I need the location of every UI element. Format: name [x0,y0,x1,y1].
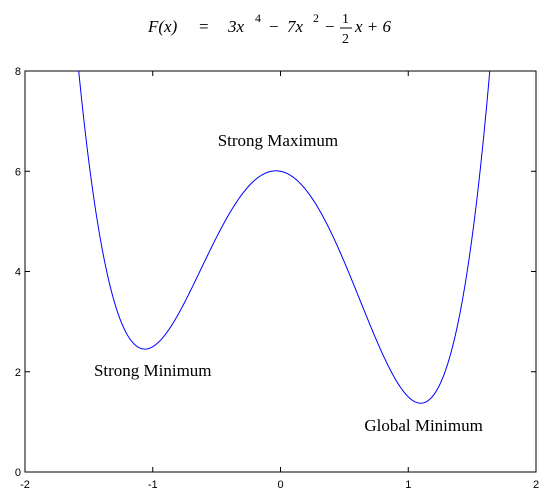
x-tick-label: -2 [20,479,30,491]
y-tick-label: 6 [15,166,21,178]
title-fraction-denominator: 2 [342,32,349,47]
title-minus-1: − [269,17,279,36]
annotation-label: Strong Maximum [218,131,338,150]
title-term-1: 3x [227,17,245,36]
y-tick-label: 8 [15,66,21,78]
title-term-2-exponent: 2 [313,11,319,25]
axis-ticks [24,70,537,473]
title-term-1-exponent: 4 [255,11,261,25]
annotations: Strong Maximum Strong Minimum Global Minim… [94,131,483,435]
y-tick-label: 4 [15,267,21,279]
x-tick-label: 1 [405,479,411,491]
x-tick-label: 0 [277,479,283,491]
title-term-3: x + 6 [354,17,392,36]
title-minus-2: − [325,17,335,36]
y-tick-label: 2 [15,367,21,379]
title-fraction-numerator: 1 [342,12,349,27]
annotation-label: Strong Minimum [94,361,212,380]
title-term-2: 7x [287,17,304,36]
x-tick-label: -1 [148,479,158,491]
x-tick-label: 2 [533,479,539,491]
chart-title: F(x) = 3x 4 − 7x 2 − 1 2 x + 6 [147,11,392,47]
title-lhs: F(x) [147,17,178,36]
title-equals: = [199,17,209,36]
series-layer [78,71,491,404]
annotation-label: Global Minimum [364,416,483,435]
series-line [78,71,491,404]
y-tick-label: 0 [15,467,21,479]
axis-tick-labels: -2 -1 0 1 2 0 2 4 6 8 [15,66,539,491]
